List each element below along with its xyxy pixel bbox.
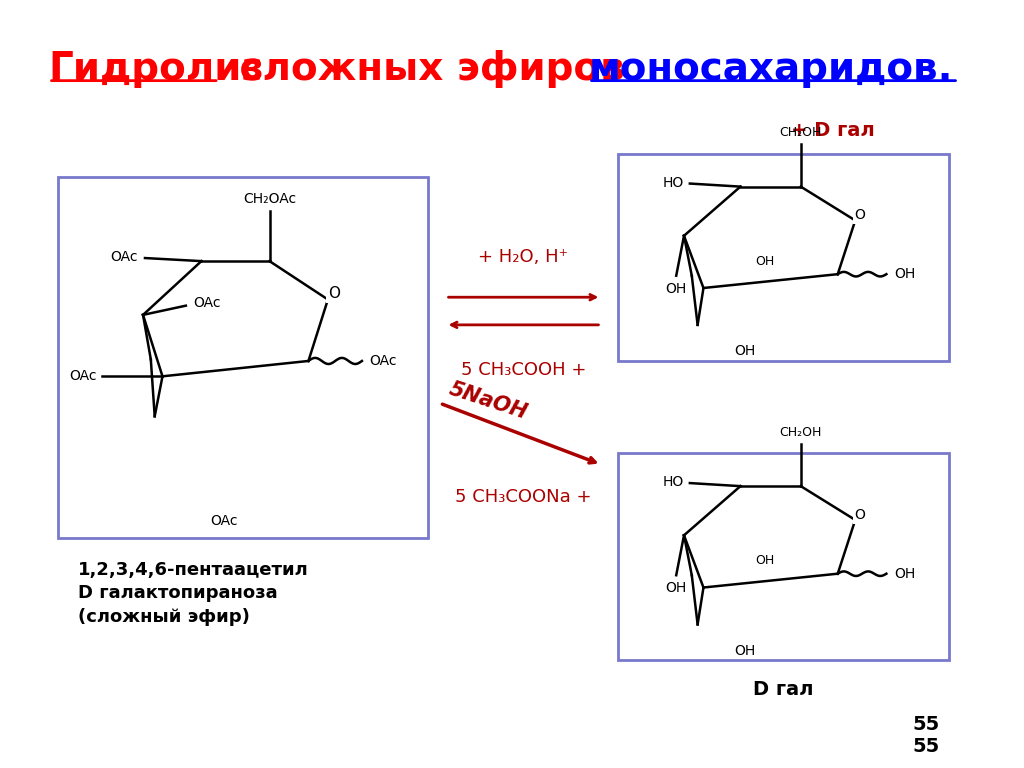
Text: OH: OH — [755, 255, 774, 267]
Text: O: O — [855, 508, 865, 521]
Text: OAc: OAc — [69, 369, 96, 383]
Text: сложных эфиров: сложных эфиров — [225, 50, 638, 88]
Text: 5 CH₃COOH +: 5 CH₃COOH + — [461, 361, 586, 379]
Text: O: O — [328, 286, 340, 301]
Text: HO: HO — [663, 475, 684, 489]
Text: OAc: OAc — [369, 354, 396, 368]
Text: 5NaOH: 5NaOH — [446, 379, 530, 423]
Text: + D гал: + D гал — [791, 121, 874, 140]
Text: OH: OH — [894, 267, 915, 281]
Bar — [58, 177, 428, 538]
Text: OH: OH — [666, 581, 687, 595]
Text: OH: OH — [666, 282, 687, 296]
Text: 5 CH₃COONa +: 5 CH₃COONa + — [456, 488, 592, 505]
Text: CH₂OH: CH₂OH — [779, 126, 822, 139]
Bar — [617, 453, 948, 660]
Text: OH: OH — [894, 567, 915, 581]
Text: CH₂OH: CH₂OH — [779, 425, 822, 439]
Text: OAc: OAc — [210, 514, 238, 528]
Text: 1,2,3,4,6-пентаацетил
D галактопираноза
(сложный эфир): 1,2,3,4,6-пентаацетил D галактопираноза … — [78, 561, 308, 626]
Text: D гал: D гал — [753, 680, 813, 699]
Text: OAc: OAc — [111, 250, 138, 264]
Bar — [617, 154, 948, 361]
Text: 55
55: 55 55 — [912, 715, 940, 756]
Text: OH: OH — [734, 644, 756, 658]
Text: OH: OH — [734, 344, 756, 359]
Text: O: O — [855, 208, 865, 222]
Text: OH: OH — [755, 554, 774, 567]
Text: CH₂OAc: CH₂OAc — [243, 192, 296, 206]
Text: OAc: OAc — [194, 296, 221, 310]
Text: моносахаридов.: моносахаридов. — [589, 50, 953, 88]
Text: + H₂O, H⁺: + H₂O, H⁺ — [478, 249, 568, 266]
Text: HO: HO — [663, 176, 684, 190]
Text: Гидролиз: Гидролиз — [49, 50, 264, 88]
